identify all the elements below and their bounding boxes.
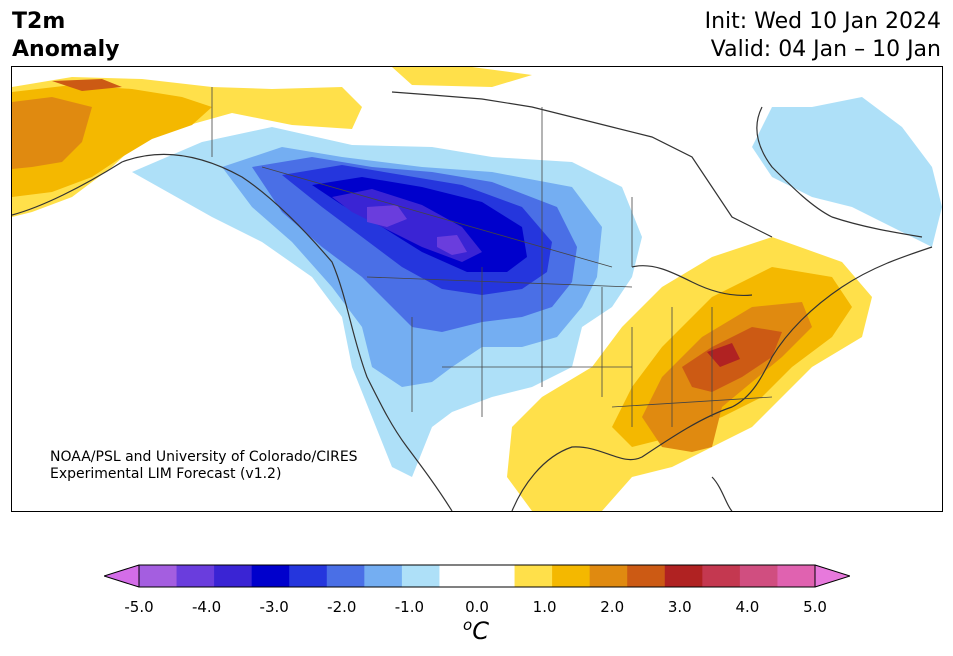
colorbar-cell xyxy=(176,565,215,587)
title-line-1: T2m xyxy=(12,9,66,34)
forecast-dates: Init: Wed 10 Jan 2024 Valid: 04 Jan – 10… xyxy=(705,8,941,64)
colorbar-tick-label: -3.0 xyxy=(259,598,289,616)
colorbar-tick-label: 1.0 xyxy=(532,598,557,616)
colorbar xyxy=(104,564,850,588)
alaska-warm-core xyxy=(52,79,122,91)
coastlines xyxy=(12,91,933,511)
arctic-warm-strip xyxy=(392,67,532,87)
valid-range: Valid: 04 Jan – 10 Jan xyxy=(710,37,941,62)
colorbar-tick-label: -1.0 xyxy=(394,598,425,616)
unit-degree-mark: o xyxy=(463,616,473,634)
colorbar-under-arrow xyxy=(104,565,139,587)
colorbar-cell xyxy=(439,565,478,587)
colorbar-tick-label: 5.0 xyxy=(803,598,827,616)
colorbar-cell xyxy=(289,565,328,587)
cold-level-7b xyxy=(437,235,467,255)
colorbar-cell xyxy=(702,565,741,587)
map-title: T2m Anomaly xyxy=(12,8,119,64)
colorbar-cell xyxy=(552,565,591,587)
data-credit: NOAA/PSL and University of Colorado/CIRE… xyxy=(50,449,358,483)
colorbar-cell xyxy=(364,565,403,587)
title-line-2: Anomaly xyxy=(12,37,120,62)
colorbar-cell xyxy=(401,565,440,587)
unit-text: C xyxy=(472,617,489,645)
colorbar-cell xyxy=(514,565,553,587)
colorbar-frame xyxy=(138,564,816,588)
colorbar-cell xyxy=(139,565,178,587)
colorbar-tick-label: 2.0 xyxy=(600,598,625,616)
colorbar-cell xyxy=(627,565,666,587)
credit-line-2: Experimental LIM Forecast (v1.2) xyxy=(50,466,282,482)
colorbar-tick-label: -4.0 xyxy=(191,598,222,616)
colorbar-cells xyxy=(139,565,816,587)
colorbar-cell xyxy=(477,565,516,587)
colorbar-tick-label: -5.0 xyxy=(124,598,154,616)
colorbar-cell xyxy=(777,565,816,587)
colorbar-tick-label: 4.0 xyxy=(735,598,760,616)
alaska-warm-inner xyxy=(12,97,92,169)
borders xyxy=(211,87,773,427)
colorbar-tick-label: -2.0 xyxy=(327,598,357,616)
colorbar-cell xyxy=(739,565,778,587)
colorbar-cell xyxy=(251,565,290,587)
colorbar-cell xyxy=(326,565,365,587)
colorbar-cell xyxy=(664,565,703,587)
unit-label: oC xyxy=(463,616,489,645)
colorbar-cell xyxy=(589,565,628,587)
colorbar-tick-label: 0.0 xyxy=(465,598,489,616)
colorbar-tick-label: 3.0 xyxy=(667,598,692,616)
init-date: Init: Wed 10 Jan 2024 xyxy=(704,9,941,34)
anomaly-map: NOAA/PSL and University of Colorado/CIRE… xyxy=(11,66,943,512)
cold-level-7 xyxy=(367,205,407,227)
credit-line-1: NOAA/PSL and University of Colorado/CIRE… xyxy=(50,449,358,465)
colorbar-arrow-outline xyxy=(104,564,850,588)
quebec-cool xyxy=(752,97,942,247)
colorbar-cell xyxy=(214,565,253,587)
colorbar-over-arrow xyxy=(815,565,850,587)
warm-level-5 xyxy=(707,343,740,367)
map-canvas xyxy=(12,67,942,511)
